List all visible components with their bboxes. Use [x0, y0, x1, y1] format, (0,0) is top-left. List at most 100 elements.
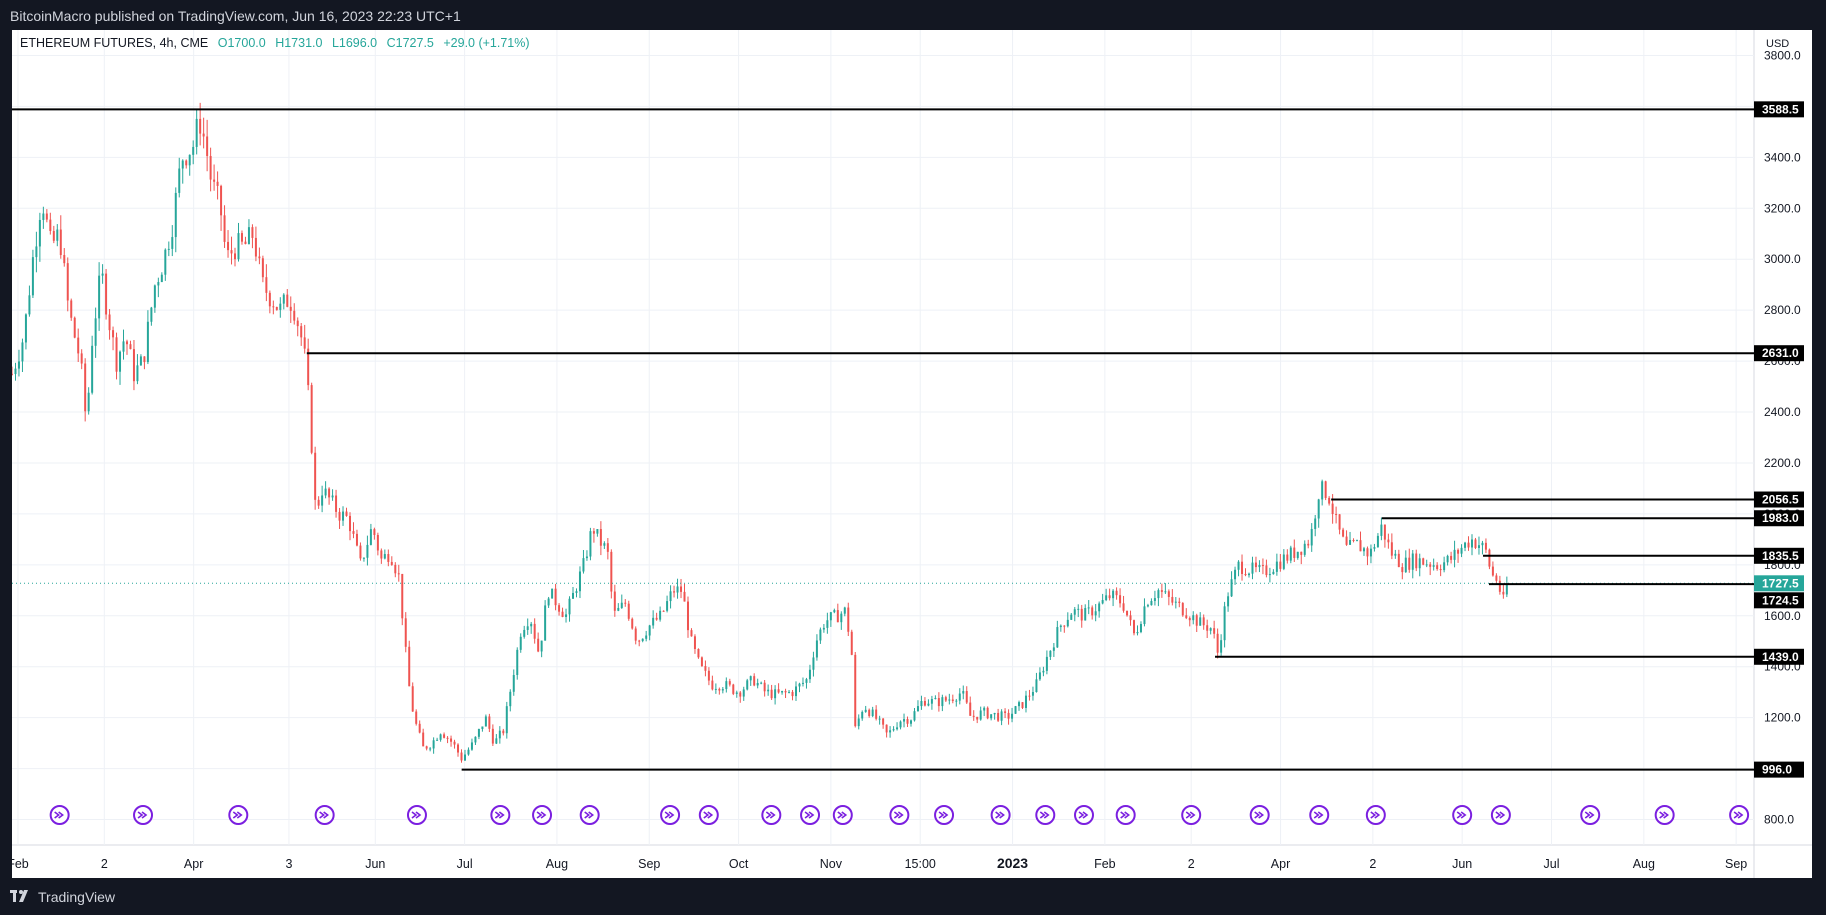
candle-body [1491, 566, 1494, 576]
candle-body [728, 681, 731, 685]
event-marker-arrow [411, 811, 422, 819]
high-value: H1731.0 [275, 36, 323, 50]
candle-body [1234, 569, 1237, 580]
candlestick-chart[interactable]: 800.01000.01200.01400.01600.01800.02000.… [12, 30, 1812, 878]
candle-body [268, 292, 271, 307]
candle-body [470, 742, 473, 750]
candle-body [1464, 542, 1467, 548]
candle-body [234, 253, 237, 260]
price-axis-pane[interactable] [1754, 30, 1812, 878]
candle-body [80, 353, 83, 364]
y-tick-label: 2800.0 [1764, 303, 1801, 317]
candle-body [505, 706, 508, 734]
candle-body [596, 529, 599, 534]
candle-body [833, 610, 836, 613]
candle-body [136, 365, 139, 382]
candle-body [35, 246, 38, 258]
candle-body [286, 294, 289, 307]
candle-body [1188, 618, 1191, 621]
price-axis-level-tag [1754, 491, 1804, 508]
candle-body [885, 724, 888, 733]
candle-body [871, 709, 874, 717]
candle-body [73, 317, 76, 338]
candle-body [1272, 571, 1275, 575]
candle-body [1139, 624, 1142, 633]
candle-body [192, 146, 195, 155]
candle-body [1133, 620, 1136, 634]
candle-body [56, 229, 59, 241]
candle-body [17, 361, 20, 369]
candle-body [631, 618, 634, 629]
candle-body [1481, 542, 1484, 546]
candle-body [209, 155, 212, 180]
candle-body [1160, 590, 1163, 592]
tradingview-logo[interactable]: TradingView [10, 889, 115, 905]
x-tick-label: 15:00 [905, 857, 936, 871]
candle-body [230, 250, 233, 254]
candle-body [906, 719, 909, 724]
candle-body [87, 392, 90, 412]
candle-body [460, 752, 463, 761]
candle-body [31, 257, 34, 296]
candle-body [1199, 617, 1202, 626]
candle-body [1505, 583, 1508, 595]
candle-body [178, 168, 181, 193]
candle-body [735, 692, 738, 694]
candle-body [697, 648, 700, 658]
candle-body [14, 368, 17, 375]
y-tick-label: 3800.0 [1764, 48, 1801, 62]
candle-body [1206, 625, 1209, 631]
candle-body [969, 702, 972, 716]
candle-body [1059, 625, 1062, 628]
candle-body [70, 300, 73, 318]
candle-body [383, 554, 386, 559]
candle-body [1457, 549, 1460, 554]
candle-body [474, 736, 477, 743]
candle-body [666, 601, 669, 611]
candle-body [240, 233, 243, 242]
candle-body [986, 707, 989, 719]
price-axis-level-tag [1754, 592, 1804, 609]
candle-body [1300, 551, 1303, 555]
candle-body [572, 592, 575, 599]
event-marker-arrow [938, 811, 949, 819]
event-marker-arrow [1078, 811, 1089, 819]
candle-body [1223, 606, 1226, 641]
candle-body [1324, 481, 1327, 498]
candle-body [930, 699, 933, 704]
candle-body [1345, 536, 1348, 545]
candle-body [1213, 628, 1216, 634]
candle-body [265, 277, 268, 293]
candle-body [1307, 543, 1310, 546]
candle-body [380, 550, 383, 559]
candle-body [1237, 561, 1240, 570]
candle-body [1105, 595, 1108, 600]
candle-body [160, 274, 163, 283]
candle-body [889, 730, 892, 733]
candle-body [463, 754, 466, 761]
candle-body [533, 623, 536, 639]
candle-body [1328, 497, 1331, 504]
candle-body [903, 719, 906, 722]
candle-body [519, 636, 522, 650]
candle-body [575, 591, 578, 593]
candle-body [108, 314, 111, 331]
candle-body [1018, 702, 1021, 707]
candle-body [213, 179, 216, 182]
candle-body [808, 669, 811, 680]
candle-body [185, 160, 188, 166]
candle-body [798, 683, 801, 687]
candle-body [1004, 711, 1007, 713]
time-axis-pane[interactable] [12, 845, 1754, 878]
candle-body [1073, 609, 1076, 615]
candle-body [948, 699, 951, 701]
candle-body [45, 213, 48, 220]
candle-body [923, 700, 926, 706]
candle-body [927, 703, 930, 706]
candle-body [655, 617, 658, 620]
candle-body [795, 686, 798, 697]
candle-body [66, 263, 69, 301]
candle-body [613, 591, 616, 611]
plot-pane[interactable] [12, 30, 1754, 845]
candle-body [98, 275, 101, 319]
